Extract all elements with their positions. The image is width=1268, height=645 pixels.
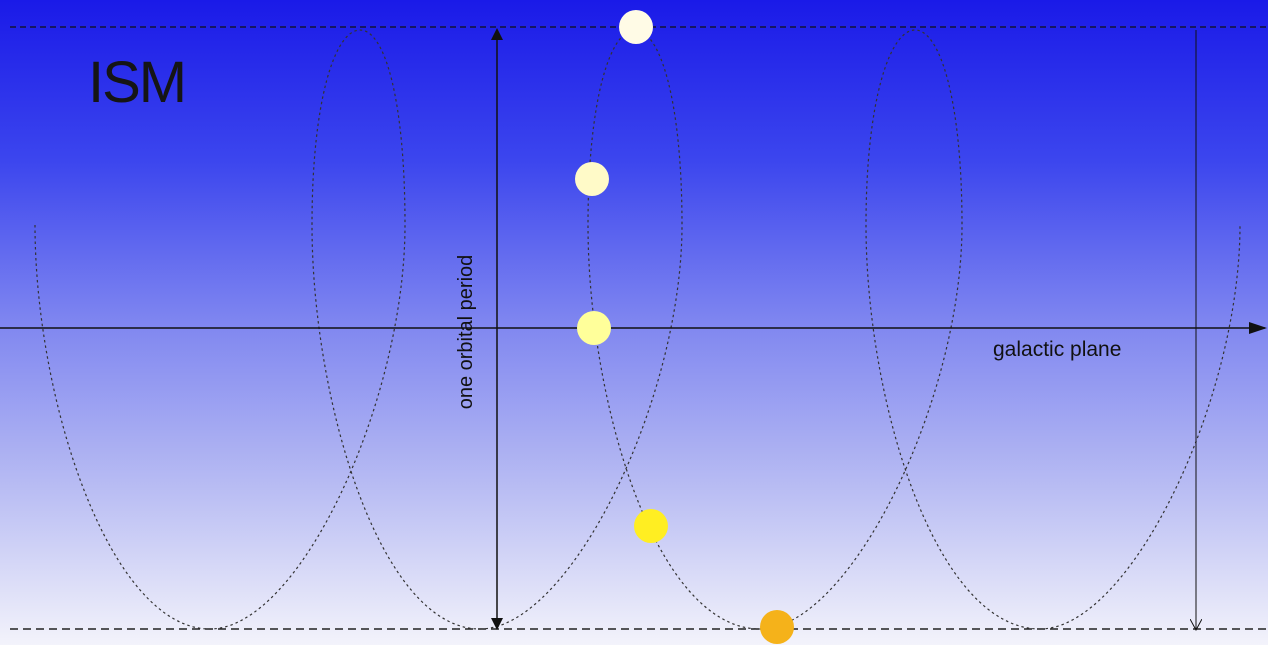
ism-label: ISM — [88, 50, 187, 115]
orbit-curve — [1039, 224, 1241, 630]
star-position — [575, 162, 609, 196]
galactic-plane-label: galactic plane — [993, 338, 1122, 361]
star-positions — [575, 10, 794, 644]
star-position — [634, 509, 668, 543]
orbit-curve — [34, 29, 481, 630]
orbital-period-label: one orbital period — [455, 254, 477, 410]
star-position — [577, 311, 611, 345]
orbit-curve — [759, 29, 1041, 630]
star-position — [760, 610, 794, 644]
star-position — [619, 10, 653, 44]
orbit-curve — [479, 29, 761, 630]
